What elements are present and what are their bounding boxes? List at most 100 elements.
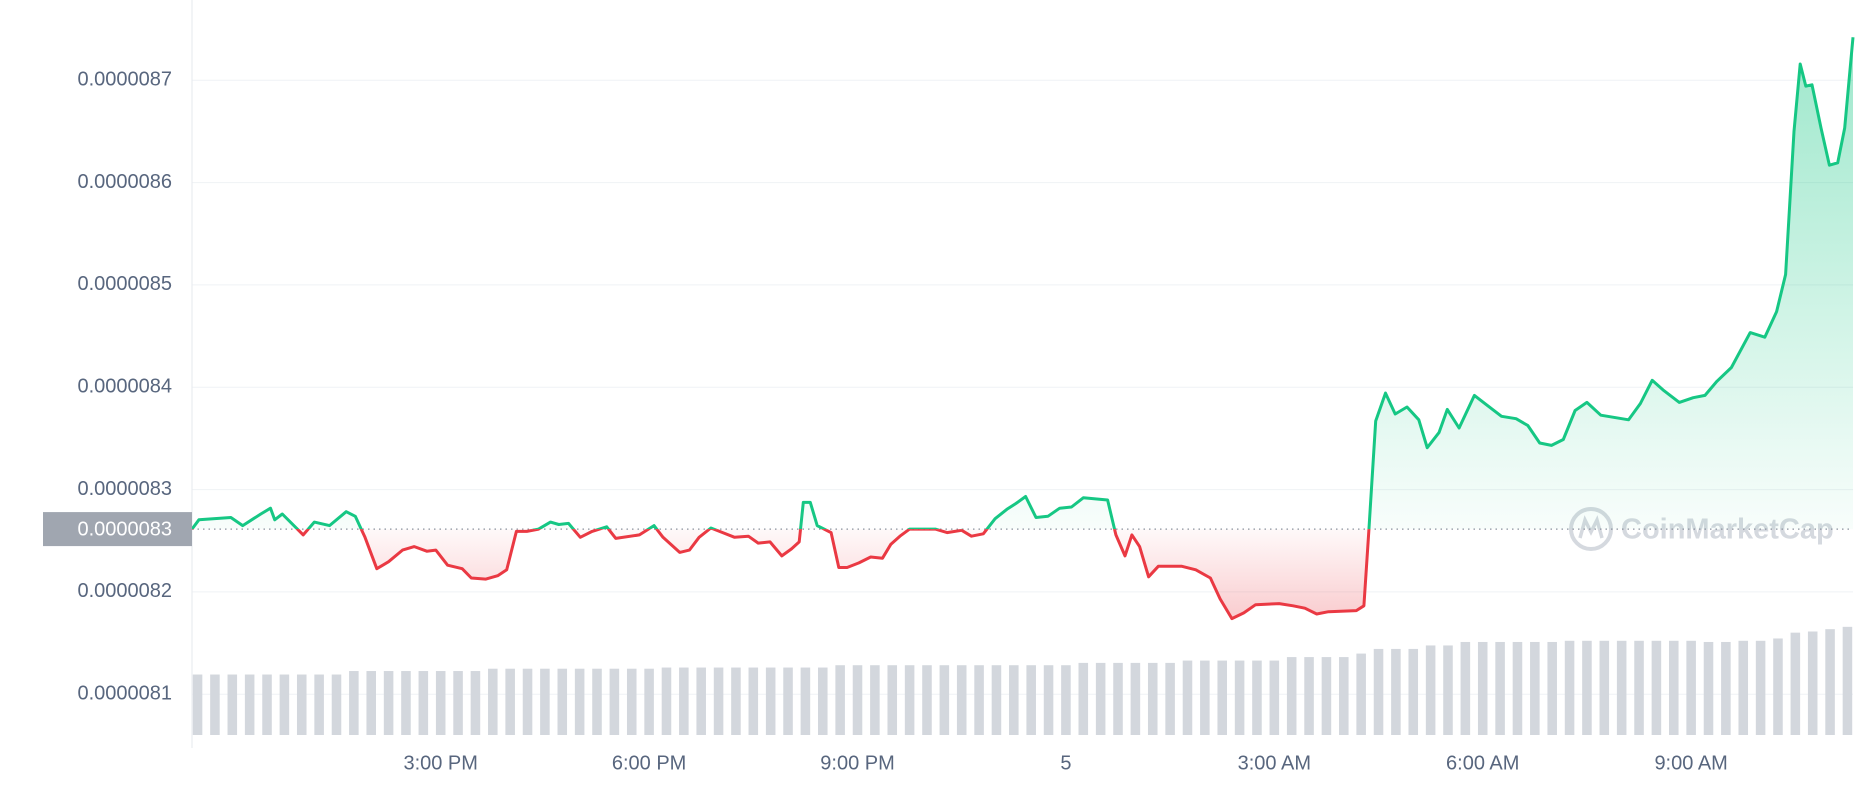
- volume-bar: [540, 668, 550, 735]
- volume-bar: [453, 671, 463, 735]
- volume-bar: [956, 665, 967, 735]
- volume-bar: [522, 668, 533, 735]
- volume-bar: [592, 668, 602, 735]
- volume-bar: [1530, 641, 1540, 735]
- volume-bar: [1200, 660, 1210, 735]
- y-tick-label: 0.0000085: [77, 273, 172, 295]
- volume-bar: [870, 665, 880, 735]
- volume-bar: [818, 667, 828, 735]
- volume-bar: [1234, 660, 1245, 735]
- volume-bar: [435, 671, 446, 735]
- volume-bar: [783, 667, 793, 735]
- volume-bar: [279, 674, 290, 735]
- volume-bar: [1043, 665, 1054, 735]
- volume-bar: [227, 674, 238, 735]
- volume-bar: [1130, 662, 1141, 735]
- line-down: [191, 529, 1371, 621]
- volume-bar: [505, 668, 515, 735]
- volume-bar: [1147, 662, 1158, 735]
- volume-bar: [210, 674, 220, 735]
- volume-bar: [1686, 640, 1696, 735]
- x-tick-label: 3:00 AM: [1238, 752, 1311, 774]
- area-down: [192, 529, 1853, 619]
- volume-bar: [1095, 662, 1106, 735]
- volume-bar: [1391, 648, 1401, 735]
- volume-bar: [192, 674, 203, 735]
- volume-bar: [731, 667, 741, 735]
- volume-bar: [748, 667, 759, 735]
- labels: 0.0000081 0.0000082 0.0000083 0.0000084 0.00…: [43, 69, 1728, 774]
- grid: [192, 79, 1853, 695]
- volume-bar: [1790, 632, 1801, 735]
- volume-bar: [1356, 653, 1366, 735]
- volume-bar: [1755, 640, 1766, 735]
- volume-bar: [922, 665, 932, 735]
- volume-bar: [418, 671, 429, 735]
- x-tick-label: 9:00 PM: [820, 752, 894, 774]
- volume-bar: [488, 668, 498, 735]
- volume-bar: [1564, 640, 1575, 735]
- volume-bar: [244, 674, 255, 735]
- y-tick-label: 0.0000087: [77, 69, 172, 91]
- volume-bar: [1425, 645, 1436, 735]
- volume-bar: [1807, 631, 1818, 735]
- volume-bar: [1582, 640, 1592, 735]
- volume-bar: [1477, 641, 1488, 735]
- volume-bar: [1078, 662, 1089, 735]
- baseline-label: 0.0000083: [77, 518, 172, 540]
- volume-bar: [1113, 662, 1123, 735]
- volume-bar: [1165, 662, 1175, 735]
- y-tick-label: 0.0000081: [77, 683, 172, 705]
- volume-bar: [1321, 657, 1332, 735]
- area-up: [192, 37, 1853, 530]
- volume-bar: [644, 668, 654, 735]
- volume-bar: [1009, 665, 1019, 735]
- volume-bar: [1721, 641, 1731, 735]
- volume-bar: [1825, 629, 1835, 735]
- price-line: [190, 37, 1855, 621]
- volume-bar: [383, 671, 394, 735]
- volume-bar: [1495, 641, 1505, 735]
- volume-bar: [679, 667, 689, 735]
- volume-bar: [1252, 660, 1262, 735]
- volume-bar: [974, 665, 984, 735]
- volume-bar: [887, 665, 898, 735]
- x-tick-label: 6:00 PM: [612, 752, 686, 774]
- volume-bar: [1512, 641, 1523, 735]
- volume-bar: [852, 665, 863, 735]
- volume-bar: [1269, 660, 1280, 735]
- volume-bar: [366, 671, 377, 735]
- volume-bar: [939, 665, 950, 735]
- volume-bar: [401, 671, 411, 735]
- volume-bar: [1286, 657, 1297, 735]
- volume-bar: [1304, 657, 1314, 735]
- volume-bar: [557, 668, 568, 735]
- x-tick-label: 6:00 AM: [1446, 752, 1519, 774]
- volume-bar: [296, 674, 307, 735]
- volume-bar: [1443, 645, 1453, 735]
- volume-bar: [1599, 640, 1610, 735]
- volume-bar: [262, 674, 272, 735]
- volume-bar: [835, 665, 845, 735]
- volume-bar: [1634, 640, 1644, 735]
- volume-bar: [331, 674, 342, 735]
- volume-bar: [314, 674, 324, 735]
- volume-bar: [1373, 648, 1384, 735]
- volume-bar: [1842, 626, 1853, 735]
- y-tick-label: 0.0000083: [77, 478, 172, 500]
- volume-bar: [574, 668, 585, 735]
- volume-bar: [800, 667, 811, 735]
- volume-bar: [1460, 641, 1471, 735]
- volume-bar: [626, 668, 637, 735]
- volume-bar: [765, 667, 776, 735]
- x-tick-label: 9:00 AM: [1654, 752, 1727, 774]
- volume-bar: [1668, 640, 1679, 735]
- volume-bar: [609, 668, 620, 735]
- volume-bar: [1703, 641, 1714, 735]
- volume-bar: [713, 667, 724, 735]
- x-tick-label: 5: [1060, 752, 1071, 774]
- volume-bar: [661, 667, 672, 735]
- y-tick-label: 0.0000086: [77, 171, 172, 193]
- volume-bar: [1408, 648, 1419, 735]
